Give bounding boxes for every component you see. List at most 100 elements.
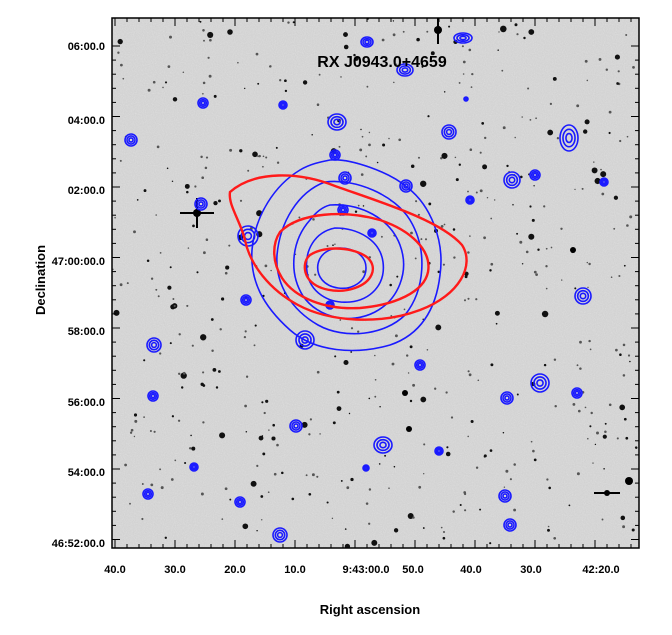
x-tick-label: 9:43:00.0 (342, 564, 389, 576)
star (520, 175, 523, 179)
star (443, 91, 446, 93)
plot-frame (111, 17, 640, 549)
star (133, 413, 138, 417)
star (445, 451, 451, 457)
star (184, 183, 190, 189)
star (537, 248, 540, 251)
star (483, 236, 486, 240)
x-tick-label: 50.0 (402, 564, 423, 576)
star (301, 421, 308, 428)
star (346, 486, 350, 490)
star (458, 163, 461, 166)
star (265, 156, 268, 159)
star (513, 508, 517, 512)
star (200, 155, 203, 159)
y-tick-label: 54:00.0 (68, 467, 105, 479)
star (334, 243, 336, 246)
star (339, 319, 342, 321)
star (632, 66, 635, 69)
star (133, 435, 136, 438)
star (243, 335, 247, 339)
star (159, 252, 162, 254)
star (587, 437, 589, 440)
y-tick-label: 56:00.0 (68, 397, 105, 409)
star (239, 199, 243, 202)
star (577, 409, 581, 413)
star (586, 79, 589, 82)
star (219, 432, 226, 439)
star (224, 487, 228, 491)
star (503, 486, 506, 488)
star (167, 65, 171, 68)
star (440, 156, 443, 160)
star (215, 386, 219, 389)
star (202, 81, 206, 85)
radio-source-contour (240, 294, 252, 306)
star (619, 139, 622, 143)
x-axis-title: Right ascension (320, 602, 420, 617)
star (378, 463, 381, 465)
star (224, 271, 228, 275)
star (617, 70, 620, 73)
star (553, 358, 557, 361)
star (402, 61, 405, 64)
star (344, 528, 347, 530)
star (631, 528, 635, 532)
star (528, 29, 535, 35)
radio-source-contour (463, 96, 469, 102)
star (244, 87, 246, 90)
star (368, 522, 371, 525)
star (202, 29, 205, 32)
star (357, 204, 360, 207)
star (336, 406, 342, 411)
star (136, 199, 139, 201)
star (584, 119, 590, 125)
star (172, 298, 175, 300)
axis-ticks (112, 18, 639, 548)
star (177, 419, 181, 422)
star (497, 49, 499, 51)
star (600, 168, 602, 171)
star (207, 56, 210, 59)
star (350, 327, 354, 330)
star (531, 218, 535, 222)
star (514, 23, 518, 27)
star (343, 44, 349, 50)
star (210, 318, 214, 321)
star (454, 156, 457, 159)
y-tick-labels: 06:00.0 04:00.0 02:00.0 47:00:00.0 58:00… (52, 41, 105, 550)
star (458, 81, 461, 84)
star (483, 454, 487, 458)
star (141, 517, 144, 521)
star (211, 349, 214, 353)
star (593, 161, 595, 163)
star (443, 223, 446, 226)
star (445, 391, 448, 394)
star (420, 180, 427, 187)
star (268, 429, 270, 431)
star (442, 530, 446, 534)
star (543, 205, 546, 208)
star (615, 348, 618, 352)
star (156, 145, 160, 149)
star (568, 504, 571, 507)
star (338, 145, 341, 148)
star (261, 435, 264, 437)
star (199, 20, 202, 23)
star (412, 383, 416, 387)
star (428, 202, 432, 206)
star (452, 228, 456, 231)
star (141, 483, 144, 485)
star (494, 199, 496, 201)
star (548, 486, 551, 490)
star (391, 362, 395, 366)
star (258, 154, 261, 158)
star (608, 403, 612, 407)
star (634, 446, 638, 449)
star (529, 119, 532, 121)
star (448, 25, 451, 28)
star (547, 129, 554, 136)
star (603, 468, 605, 470)
radio-source-contour (498, 489, 512, 503)
star (360, 128, 362, 131)
